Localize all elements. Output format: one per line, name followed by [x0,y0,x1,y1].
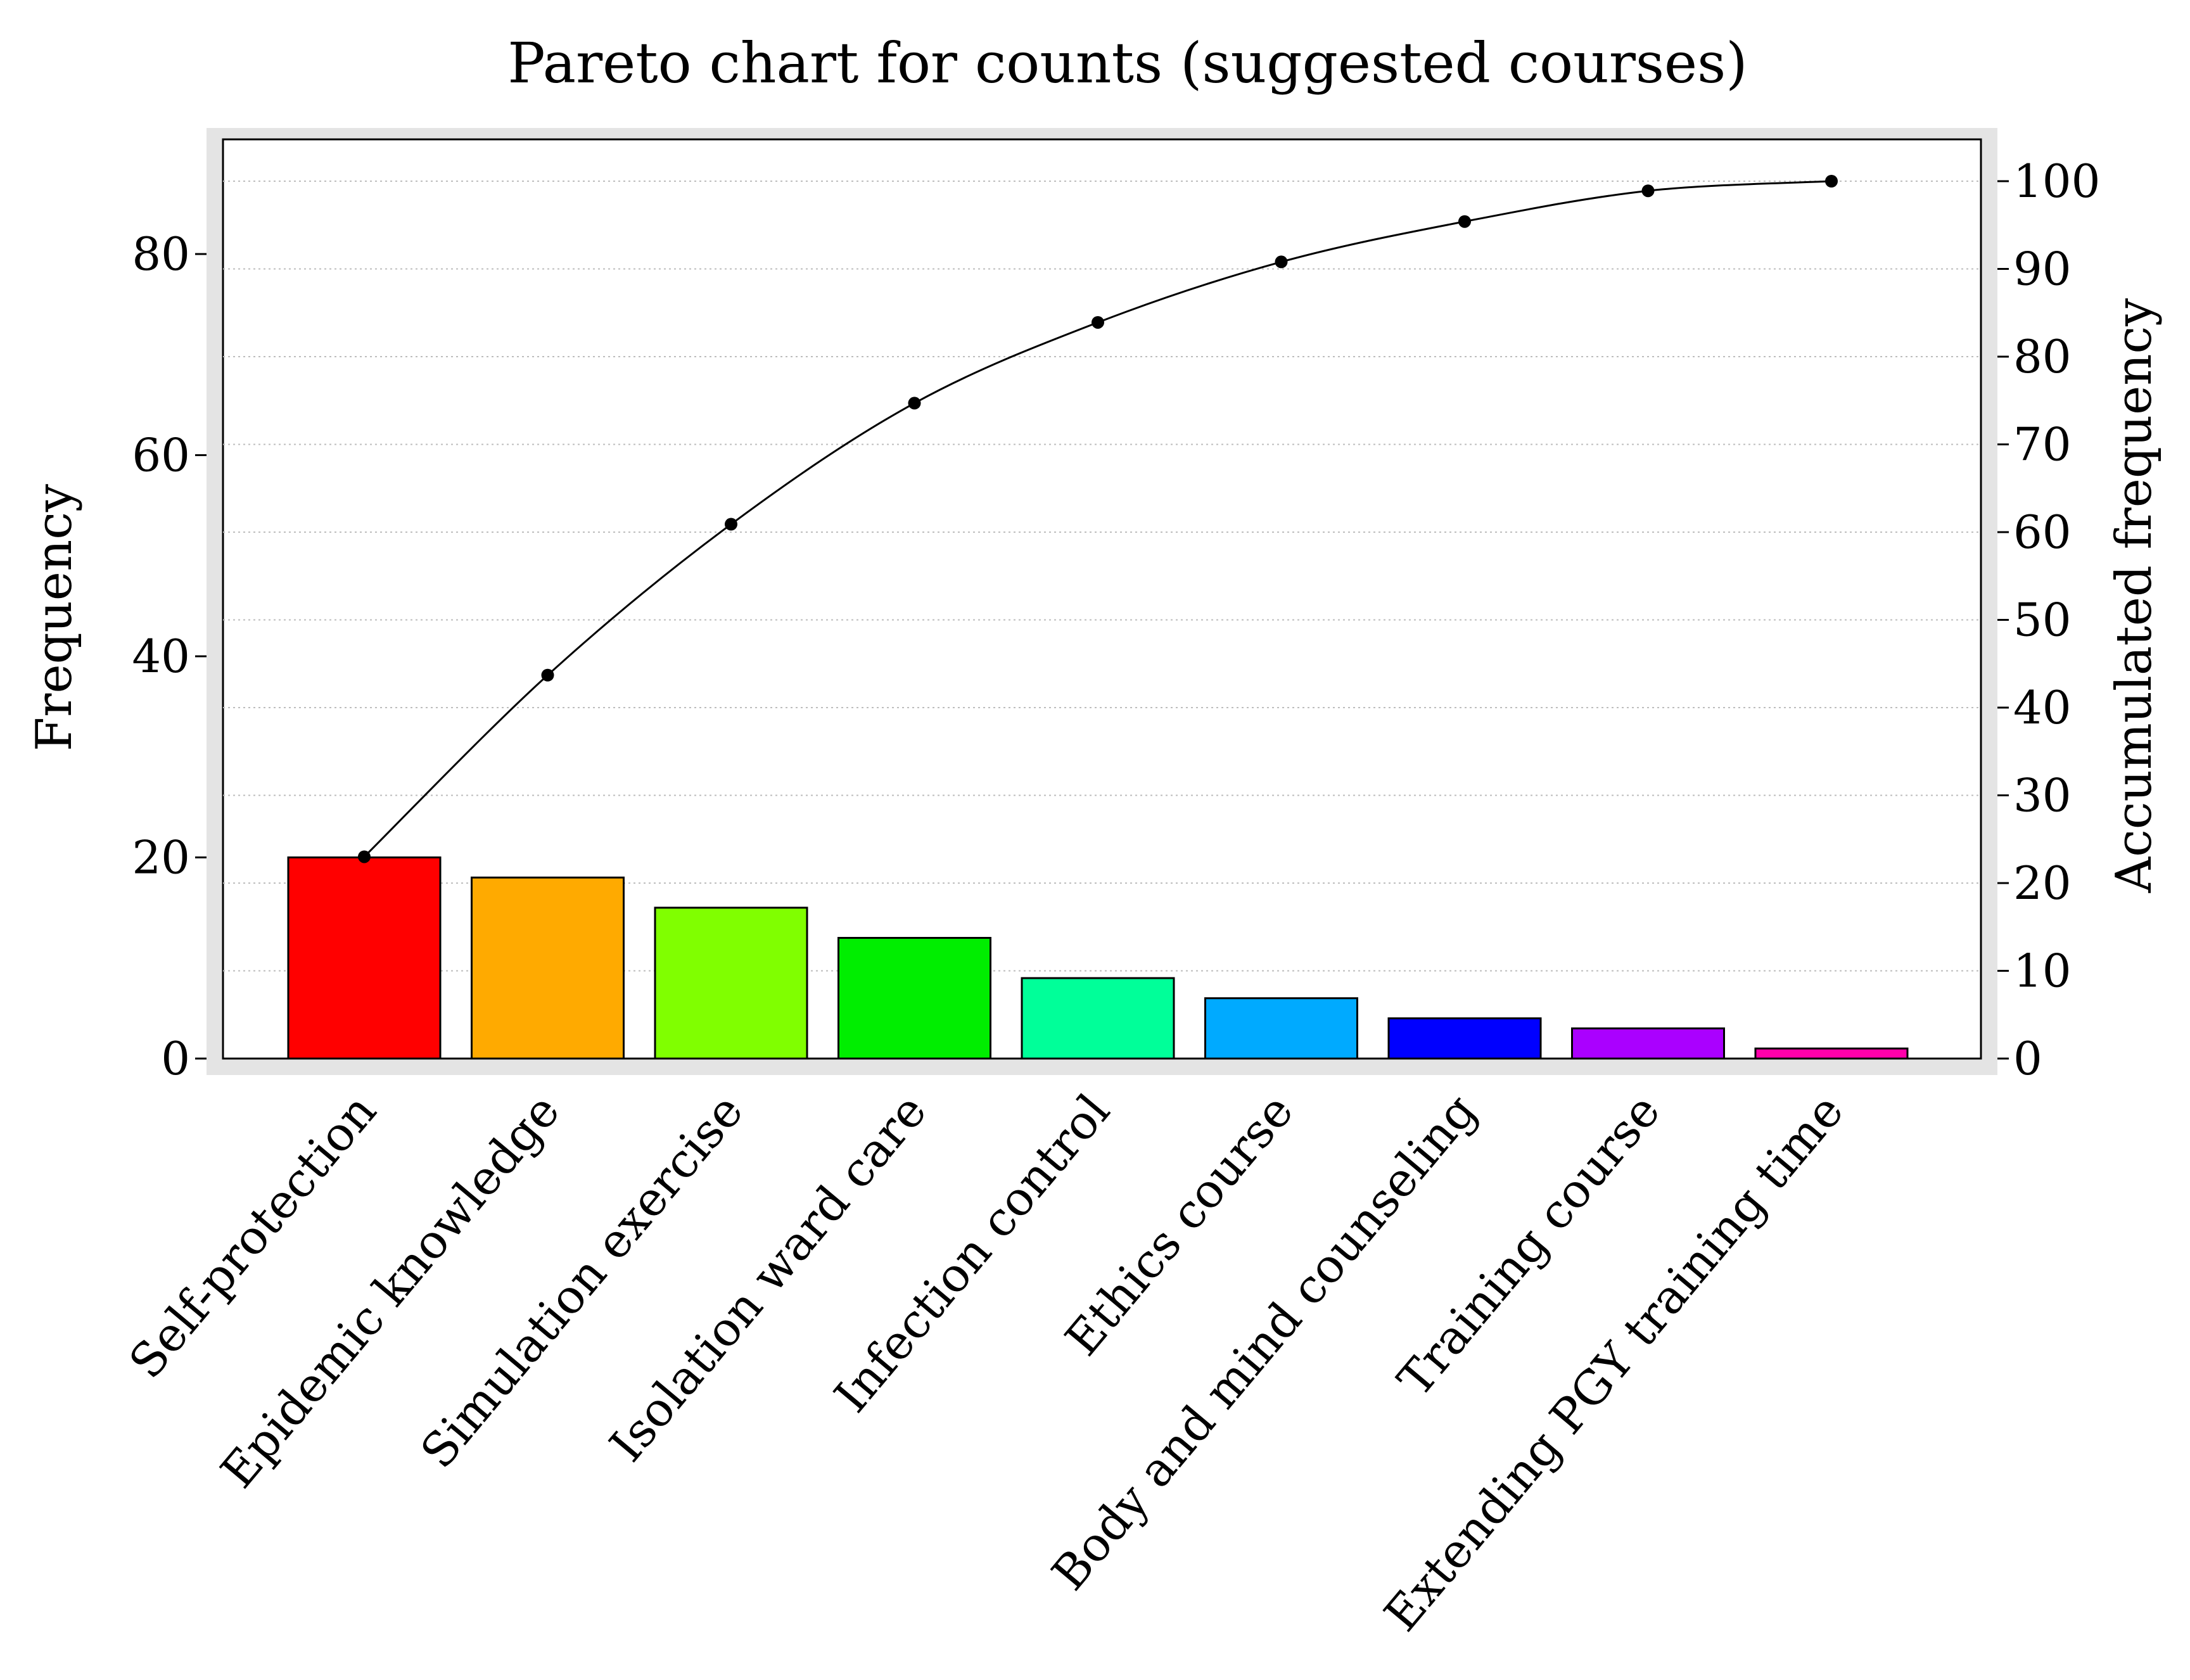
bar [1204,997,1358,1060]
bar [654,907,808,1060]
bar [471,876,625,1060]
bar [837,937,991,1060]
right-tick-label: 10 [2013,945,2072,998]
bar [1021,977,1175,1060]
right-tick-label: 90 [2013,243,2072,296]
cumulative-point [358,850,371,863]
right-tick-label: 0 [2013,1032,2042,1085]
cumulative-point [1641,184,1655,198]
left-tick-label: 40 [132,630,190,683]
cumulative-line [363,180,1832,858]
y-axis-label-right: Accumulated frequency [2106,298,2163,893]
cumulative-point [541,668,554,682]
right-tick-label: 100 [2013,155,2100,208]
bar [1387,1017,1542,1060]
chart-title: Pareto chart for counts (suggested cours… [507,30,1747,96]
right-tick-label: 70 [2013,418,2072,471]
right-tick-label: 40 [2013,681,2072,734]
category-label: Isolation ward care [599,1084,937,1472]
cumulative-point [1092,315,1104,329]
cumulative-point [725,518,737,531]
cumulative-point [1825,175,1838,188]
cumulative-point [1458,215,1471,228]
bar [1754,1047,1909,1060]
cumulative-point [1275,255,1288,269]
left-tick-label: 80 [132,227,190,281]
category-label: Simulation exercise [411,1084,754,1479]
right-tick-label: 50 [2013,594,2072,647]
cumulative-point [908,397,921,410]
left-tick-label: 0 [161,1032,190,1085]
right-tick-label: 60 [2013,506,2072,559]
right-tick-label: 30 [2013,769,2072,822]
y-axis-label-left: Frequency [26,484,83,751]
right-tick-label: 80 [2013,330,2072,383]
left-tick-label: 60 [132,429,190,482]
bar [287,856,442,1060]
bar [1571,1027,1725,1060]
right-tick-label: 20 [2013,856,2072,910]
category-label: Epidemic knowledge [210,1084,570,1498]
left-tick-label: 20 [132,831,190,884]
